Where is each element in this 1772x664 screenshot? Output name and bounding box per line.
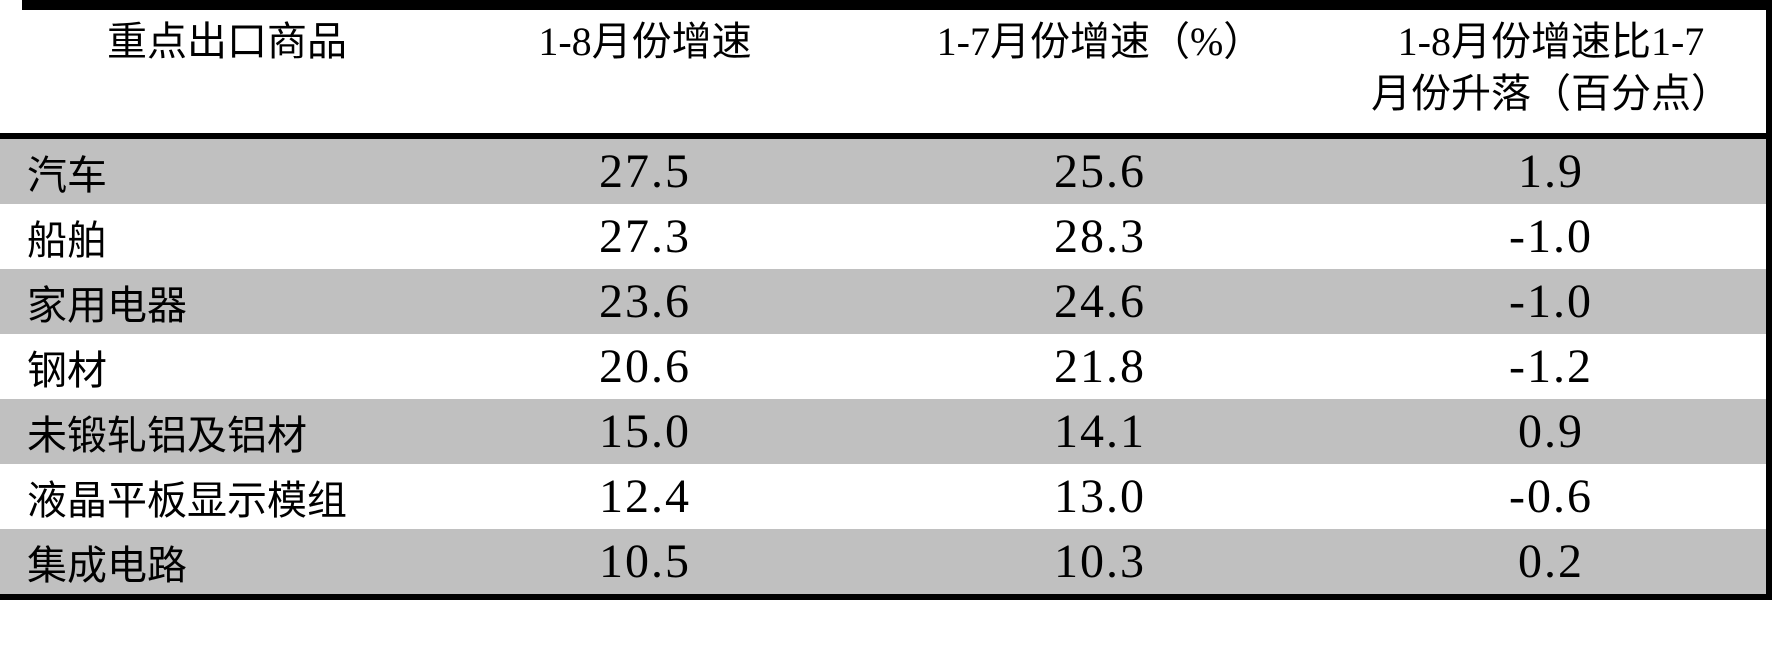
cell-growth-1-8: 27.3 <box>599 210 691 263</box>
table-row: 钢材 20.6 21.8 -1.2 <box>0 334 1772 399</box>
bottom-border-line <box>0 594 1772 600</box>
cell-commodity: 汽车 <box>27 152 107 198</box>
cell-commodity: 未锻轧铝及铝材 <box>27 412 307 458</box>
cell-commodity: 家用电器 <box>27 282 187 328</box>
cell-growth-1-7: 14.1 <box>1054 405 1146 458</box>
header-cell-growth-1-8: 1-8月份增速 <box>538 19 752 64</box>
cell-change: 0.9 <box>1518 405 1584 458</box>
cell-commodity: 液晶平板显示模组 <box>27 477 347 523</box>
cell-growth-1-8: 23.6 <box>599 275 691 328</box>
cell-change: -1.0 <box>1509 275 1593 328</box>
cell-change: 0.2 <box>1518 535 1584 588</box>
cell-growth-1-8: 12.4 <box>599 470 691 523</box>
top-border-line <box>22 0 1772 10</box>
cell-growth-1-8: 15.0 <box>599 405 691 458</box>
cell-growth-1-8: 27.5 <box>599 145 691 198</box>
header-cell-change-line1: 1-8月份增速比1-7 <box>1397 19 1705 64</box>
table-row: 家用电器 23.6 24.6 -1.0 <box>0 269 1772 334</box>
cell-growth-1-7: 13.0 <box>1054 470 1146 523</box>
cell-commodity: 集成电路 <box>27 542 187 588</box>
cell-growth-1-7: 24.6 <box>1054 275 1146 328</box>
cell-growth-1-8: 10.5 <box>599 535 691 588</box>
cell-growth-1-7: 10.3 <box>1054 535 1146 588</box>
cell-growth-1-7: 21.8 <box>1054 340 1146 393</box>
cell-change: -0.6 <box>1509 470 1593 523</box>
header-cell-change-line2: 月份升落（百分点） <box>1371 71 1731 116</box>
table-row: 集成电路 10.5 10.3 0.2 <box>0 529 1772 594</box>
header-separator-line <box>0 133 1772 139</box>
header-cell-change: 1-8月份增速比1-7 月份升落（百分点） <box>1330 10 1772 133</box>
cell-growth-1-7: 25.6 <box>1054 145 1146 198</box>
table-body: 汽车 27.5 25.6 1.9 船舶 27.3 28.3 -1.0 家用电器 23.6 24.6 -… <box>0 139 1772 594</box>
cell-change: -1.2 <box>1509 340 1593 393</box>
cell-growth-1-7: 28.3 <box>1054 210 1146 263</box>
table-row: 汽车 27.5 25.6 1.9 <box>0 139 1772 204</box>
table-row: 未锻轧铝及铝材 15.0 14.1 0.9 <box>0 399 1772 464</box>
header-cell-commodity: 重点出口商品 <box>107 19 347 64</box>
cell-change: -1.0 <box>1509 210 1593 263</box>
cell-commodity: 船舶 <box>27 217 107 263</box>
table-header: 重点出口商品 1-8月份增速 1-7月份增速（%） 1-8月份增速比1-7 月份… <box>0 10 1772 133</box>
cell-change: 1.9 <box>1518 145 1584 198</box>
cell-commodity: 钢材 <box>27 347 107 393</box>
cell-growth-1-8: 20.6 <box>599 340 691 393</box>
table-row: 船舶 27.3 28.3 -1.0 <box>0 204 1772 269</box>
table-row: 液晶平板显示模组 12.4 13.0 -0.6 <box>0 464 1772 529</box>
header-cell-growth-1-7: 1-7月份增速（%） <box>936 19 1264 64</box>
right-border-line <box>1766 0 1772 600</box>
